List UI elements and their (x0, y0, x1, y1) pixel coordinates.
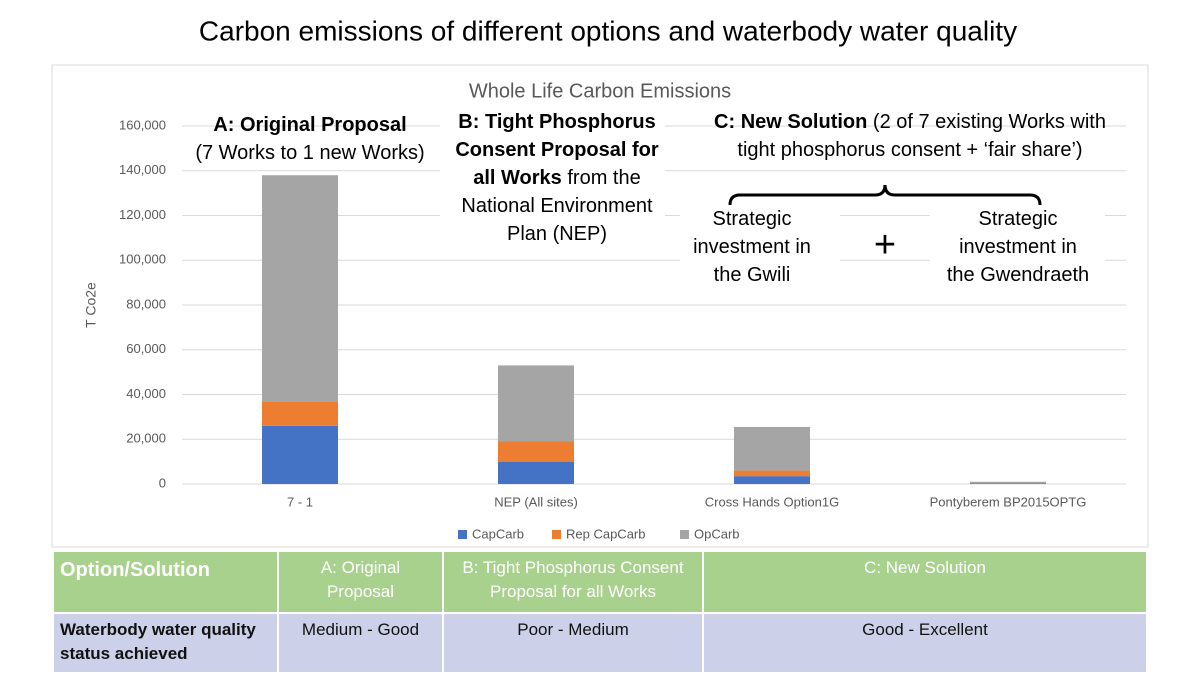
annotation-text: Consent Proposal for (455, 139, 659, 161)
annotation: B: Tight Phosphorus Consent Proposal for a… (455, 111, 659, 245)
chart: Carbon emissions of different options an… (51, 15, 1149, 548)
legend-swatch (680, 530, 689, 539)
annotation-line: the Gwili (714, 264, 791, 286)
legend-label: CapCarb (472, 526, 524, 541)
row-header-cell: Waterbody water quality status achieved (54, 614, 277, 672)
bar-segment (498, 441, 574, 462)
annotation-line: + (874, 224, 896, 266)
annotation-text: (2 of 7 existing Works with (867, 111, 1106, 133)
chart-title: Whole Life Carbon Emissions (469, 80, 731, 102)
annotation-text: Strategic (713, 208, 792, 230)
annotation: A: Original Proposal (7 Works to 1 new Wo… (195, 114, 424, 164)
annotation-text: (7 Works to 1 new Works) (195, 142, 424, 164)
annotation-line: Plan (NEP) (507, 223, 607, 245)
cell: Poor - Medium (444, 614, 702, 672)
brace (728, 184, 1042, 206)
header-cell: A: Original Proposal (279, 552, 442, 612)
annotation-line: Strategic (979, 208, 1058, 230)
x-tick-label: 7 - 1 (287, 494, 313, 509)
annotation-text: from the (562, 167, 641, 189)
annotation-text: Strategic (979, 208, 1058, 230)
bar-segment (970, 483, 1046, 484)
y-tick-label: 20,000 (126, 431, 166, 446)
annotation-text: A: Original Proposal (213, 114, 406, 136)
y-tick-label: 60,000 (126, 341, 166, 356)
annotation-text: tight phosphorus consent + ‘fair share’) (737, 139, 1082, 161)
annotation-line: A: Original Proposal (213, 114, 406, 136)
y-tick-label: 120,000 (119, 207, 166, 222)
legend-label: Rep CapCarb (566, 526, 646, 541)
results-table: Option/Solution A: Original Proposal B: … (52, 550, 1148, 674)
annotation-text: investment in (693, 236, 811, 258)
annotation-line: all Works from the (473, 167, 640, 189)
annotation-line: the Gwendraeth (947, 264, 1089, 286)
bar-segment (734, 470, 810, 477)
bar-segment (970, 481, 1046, 484)
bar-segment (498, 461, 574, 484)
y-tick-label: 40,000 (126, 386, 166, 401)
annotation-text: the Gwendraeth (947, 264, 1089, 286)
x-tick-label: Cross Hands Option1G (705, 494, 839, 509)
annotation-line: tight phosphorus consent + ‘fair share’) (737, 139, 1082, 161)
table-header: Option/Solution A: Original Proposal B: … (54, 552, 1146, 612)
annotation-text: National Environment (461, 195, 653, 217)
cell: Good - Excellent (704, 614, 1146, 672)
annotation-text: the Gwili (714, 264, 791, 286)
annotation-text: C: New Solution (714, 111, 867, 133)
annotation: + (874, 224, 896, 266)
annotation-text: + (874, 224, 896, 266)
table-row: Waterbody water quality status achieved … (54, 614, 1146, 672)
bar-segment (734, 426, 810, 471)
annotation-line: B: Tight Phosphorus (458, 111, 655, 133)
annotation-text: investment in (959, 236, 1077, 258)
legend-label: OpCarb (694, 526, 740, 541)
y-tick-label: 160,000 (119, 117, 166, 132)
annotation-line: Consent Proposal for (455, 139, 659, 161)
annotation-line: Strategic (713, 208, 792, 230)
annotation-line: investment in (959, 236, 1077, 258)
annotation-line: C: New Solution (2 of 7 existing Works w… (714, 111, 1106, 133)
annotation: Strategic investment in the Gwili (693, 208, 811, 286)
y-axis-label: T Co2e (83, 282, 99, 328)
y-tick-label: 100,000 (119, 252, 166, 267)
bar-segment (498, 365, 574, 442)
bar-segment (262, 175, 338, 402)
annotation-line: (7 Works to 1 new Works) (195, 142, 424, 164)
bar-segment (262, 425, 338, 484)
annotation-bg (680, 205, 840, 290)
annotation-line: National Environment (461, 195, 653, 217)
header-cell: B: Tight Phosphorus Consent Proposal for… (444, 552, 702, 612)
legend-swatch (458, 530, 467, 539)
annotation: C: New Solution (2 of 7 existing Works w… (714, 111, 1106, 161)
annotation-text: B: Tight Phosphorus (458, 111, 655, 133)
annotation-bg (930, 205, 1105, 290)
cell: Medium - Good (279, 614, 442, 672)
bar-segment (734, 476, 810, 484)
header-cell: Option/Solution (54, 552, 277, 612)
legend-swatch (552, 530, 561, 539)
annotation-line: investment in (693, 236, 811, 258)
y-tick-label: 80,000 (126, 296, 166, 311)
x-tick-label: NEP (All sites) (494, 494, 578, 509)
header-cell: C: New Solution (704, 552, 1146, 612)
annotation-text: Plan (NEP) (507, 223, 607, 245)
bar-segment (262, 401, 338, 426)
annotation-bg (440, 110, 665, 252)
y-tick-label: 0 (159, 475, 166, 490)
y-tick-label: 140,000 (119, 162, 166, 177)
annotation: Strategic investment in the Gwendraeth (947, 208, 1089, 286)
x-tick-label: Pontyberem BP2015OPTG (930, 494, 1087, 509)
annotation-text: all Works (473, 167, 562, 189)
slide-title: Carbon emissions of different options an… (199, 15, 1017, 46)
